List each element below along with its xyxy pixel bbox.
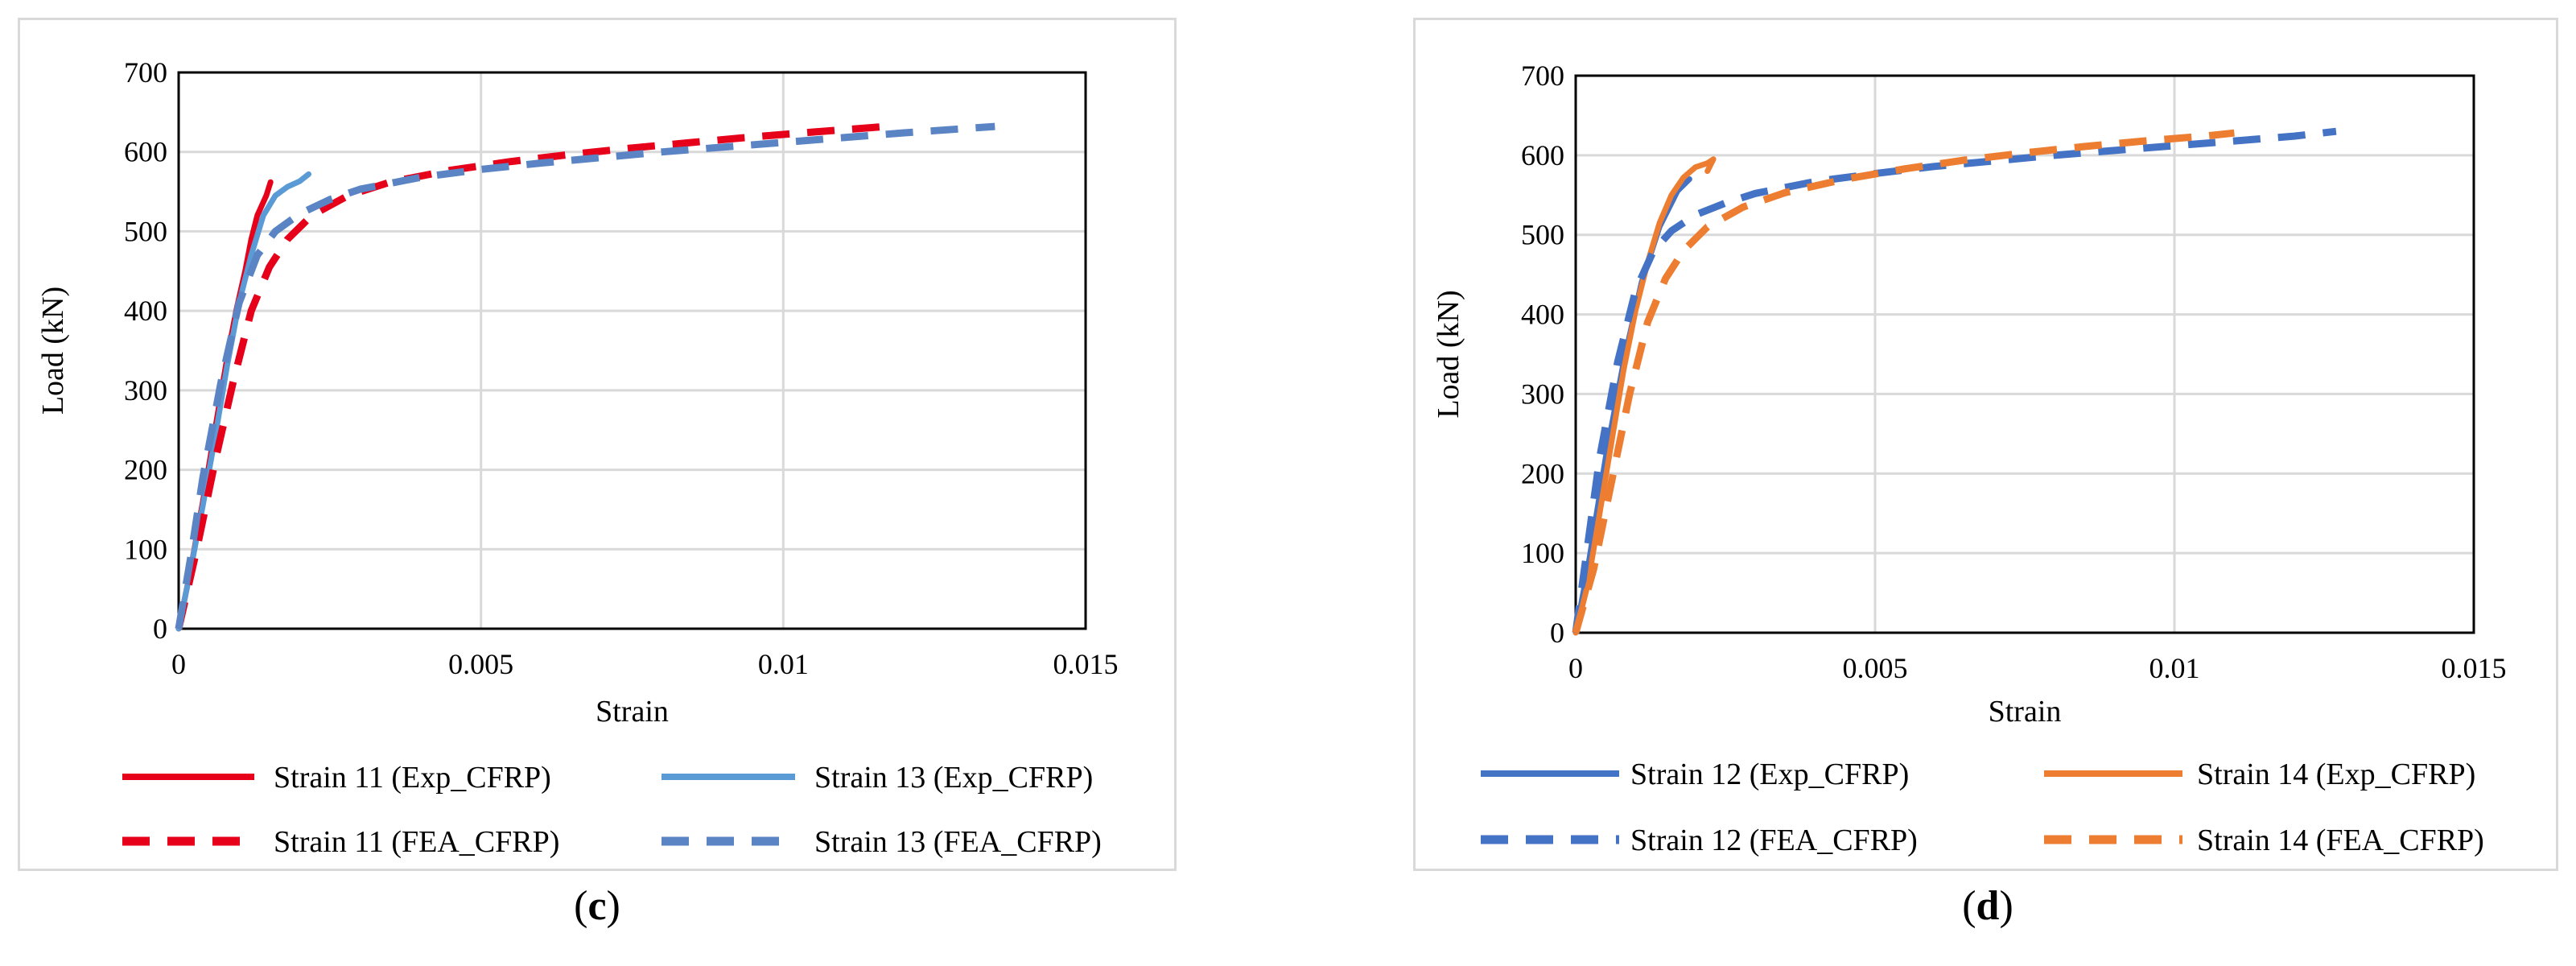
legend-label-c-3: Strain 13 (FEA_CFRP)	[814, 825, 1102, 859]
ytick-label-d-4: 400	[1521, 299, 1564, 331]
series-line-c-2	[175, 122, 887, 630]
xtick-label-c-1: 0.005	[448, 648, 513, 680]
xtick-label-d-0: 0	[1568, 652, 1583, 684]
legend-label-d-0: Strain 12 (Exp_CFRP)	[1630, 758, 1909, 791]
y-axis-label-c: Load (kN)	[36, 287, 70, 415]
ytick-label-c-3: 300	[124, 374, 167, 407]
series-line-c-3	[175, 122, 995, 630]
x-axis-label-c: Strain	[596, 695, 669, 729]
x-axis-label-d: Strain	[1989, 695, 2062, 729]
plot-frame-c	[177, 71, 1087, 630]
caption-c: (c)	[574, 883, 620, 929]
ytick-label-d-3: 300	[1521, 378, 1564, 410]
legend-label-d-3: Strain 14 (FEA_CFRP)	[2197, 824, 2484, 857]
xtick-label-c-2: 0.01	[758, 648, 809, 680]
xtick-label-c-0: 0	[171, 648, 186, 680]
caption-d: (d)	[1962, 883, 2013, 929]
ytick-label-c-1: 100	[124, 533, 167, 565]
legend-label-d-1: Strain 14 (Exp_CFRP)	[2197, 758, 2475, 791]
plot-frame-d	[1574, 74, 2475, 634]
ytick-label-d-2: 200	[1521, 457, 1564, 489]
series-line-c-1	[175, 171, 311, 632]
legend-label-d-2: Strain 12 (FEA_CFRP)	[1630, 824, 1918, 857]
xtick-label-d-1: 0.005	[1843, 652, 1908, 684]
series-line-d-3	[1572, 129, 2235, 634]
series-line-d-2	[1572, 127, 2337, 634]
ytick-label-c-2: 200	[124, 454, 167, 486]
y-axis-label-d: Load (kN)	[1432, 290, 1465, 418]
xtick-label-d-3: 0.015	[2442, 652, 2507, 684]
ytick-label-d-7: 700	[1521, 60, 1564, 92]
series-line-d-1	[1572, 156, 1717, 636]
legend-label-c-2: Strain 11 (FEA_CFRP)	[274, 825, 559, 859]
ytick-label-d-6: 600	[1521, 139, 1564, 171]
xtick-label-d-2: 0.01	[2149, 652, 2200, 684]
xtick-label-c-3: 0.015	[1053, 648, 1119, 680]
legend-label-c-1: Strain 13 (Exp_CFRP)	[814, 761, 1093, 795]
ytick-label-d-5: 500	[1521, 219, 1564, 251]
ytick-label-c-4: 400	[124, 295, 167, 327]
ytick-label-d-1: 100	[1521, 537, 1564, 569]
ytick-label-c-5: 500	[124, 215, 167, 247]
ytick-label-d-0: 0	[1550, 617, 1564, 649]
ytick-label-c-6: 600	[124, 136, 167, 168]
ytick-label-c-7: 700	[124, 56, 167, 89]
ytick-label-c-0: 0	[153, 613, 167, 645]
legend-label-c-0: Strain 11 (Exp_CFRP)	[274, 761, 551, 795]
